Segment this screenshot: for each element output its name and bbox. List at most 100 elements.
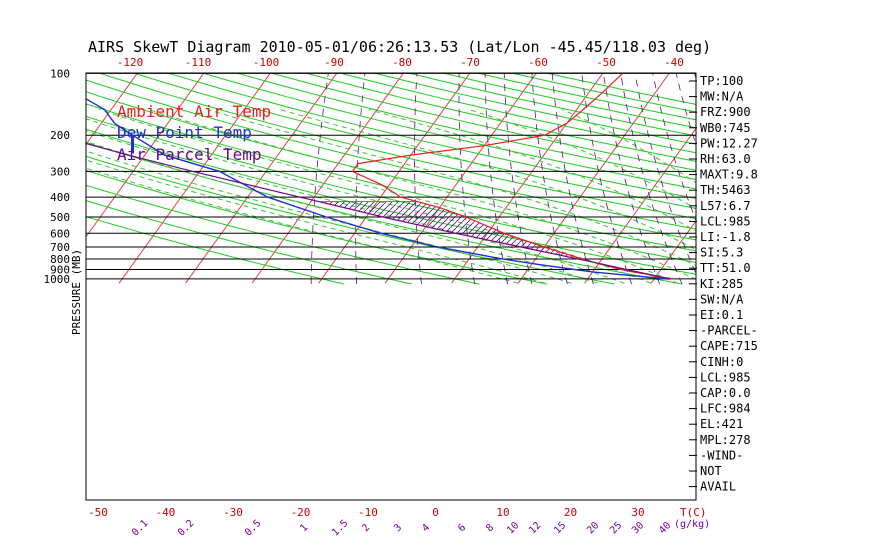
ambient-temp-line xyxy=(351,73,675,280)
pressure-tick-label: 900 xyxy=(50,263,70,276)
stat-item: SI:5.3 xyxy=(700,246,743,260)
dry-adiabat-line xyxy=(303,73,696,162)
isotherm-line xyxy=(384,73,538,284)
legend-dewpoint: Dew Point Temp xyxy=(117,123,252,142)
dry-adiabat-line xyxy=(269,73,696,171)
dry-adiabat-line xyxy=(543,73,696,105)
mixing-ratio-tick-label: 12 xyxy=(527,520,543,536)
stat-item: LI:-1.8 xyxy=(700,230,751,244)
plot-frame xyxy=(85,72,697,501)
top-temp-tick-label: -120 xyxy=(117,56,144,69)
stat-item: EL:421 xyxy=(700,417,743,431)
dry-adiabat-line xyxy=(86,155,615,285)
dry-adiabat-line xyxy=(200,73,696,190)
bottom-temp-tick-label: 0 xyxy=(432,506,439,519)
dry-adiabat-line xyxy=(509,73,696,113)
top-temp-tick-label: -80 xyxy=(392,56,412,69)
dry-adiabat-line xyxy=(234,73,696,181)
stat-item: MPL:278 xyxy=(700,433,751,447)
pressure-tick-label: 400 xyxy=(50,191,70,204)
stat-item: CINH:0 xyxy=(700,355,743,369)
stat-item: -PARCEL- xyxy=(700,324,758,338)
bottom-temp-tick-label: 20 xyxy=(564,506,577,519)
isotherm-line xyxy=(851,64,870,283)
chart-title: AIRS SkewT Diagram 2010-05-01/06:26:13.5… xyxy=(88,38,711,56)
dry-adiabat-line xyxy=(97,73,696,220)
bottom-temp-tick-label: 10 xyxy=(496,506,509,519)
mixing-ratio-line xyxy=(414,73,422,285)
stat-item: EI:0.1 xyxy=(700,308,743,322)
pressure-tick-label: 1000 xyxy=(44,273,71,286)
mixing-ratio-tick-label: 10 xyxy=(505,520,521,536)
stat-item: PW:12.27 xyxy=(700,136,758,150)
isotherm-line xyxy=(251,73,405,284)
top-temp-tick-label: -110 xyxy=(185,56,212,69)
mixing-ratio-tick-label: 1.5 xyxy=(330,518,351,539)
bottom-temp-tick-label: 30 xyxy=(631,506,644,519)
mixing-ratio-tick-label: 25 xyxy=(608,520,624,536)
mixing-ratio-tick-label: 0.1 xyxy=(130,518,151,539)
bottom-temp-tick-label: -50 xyxy=(88,506,108,519)
stat-item: CAP:0.0 xyxy=(700,386,751,400)
stat-item: L57:6.7 xyxy=(700,199,751,213)
mixing-ratio-unit: (g/kg) xyxy=(674,519,710,530)
legend-ambient: Ambient Air Temp xyxy=(117,102,271,121)
stat-item: CAPE:715 xyxy=(700,339,758,353)
top-temperature-tick-labels: -120 -110 -100 -90 -80 -70 -60 -50 -40 xyxy=(117,56,684,69)
mixing-ratio-tick-label: 40 xyxy=(657,520,673,536)
bottom-temp-tick-label: -30 xyxy=(223,506,243,519)
mixing-ratio-tick-label: 3 xyxy=(392,522,404,534)
pressure-tick-label: 600 xyxy=(50,227,70,240)
stat-item: TP:100 xyxy=(700,74,743,88)
stat-item: MW:N/A xyxy=(700,90,744,104)
stat-item: LCL:985 xyxy=(700,370,751,384)
top-temp-tick-label: -90 xyxy=(324,56,344,69)
parcel-temp-line xyxy=(86,142,671,280)
isobar-grid xyxy=(86,72,696,280)
stat-item: -WIND- xyxy=(700,448,743,462)
stat-item: FRZ:900 xyxy=(700,105,751,119)
mixing-ratio-tick-label: 1 xyxy=(298,522,310,534)
bottom-temp-tick-label: -40 xyxy=(156,506,176,519)
stat-item: SW:N/A xyxy=(700,292,744,306)
dry-adiabat-line xyxy=(86,115,696,263)
mixing-ratio-tick-label: 6 xyxy=(456,522,468,534)
bottom-temp-tick-label: -20 xyxy=(291,506,311,519)
stat-item: RH:63.0 xyxy=(700,152,751,166)
pressure-tick-label: 200 xyxy=(50,129,70,142)
mixing-ratio-tick-label: 2 xyxy=(360,522,372,534)
top-temp-tick-label: -70 xyxy=(460,56,480,69)
y-axis-label: PRESSURE (MB) xyxy=(70,249,83,335)
dry-adiabat-line xyxy=(475,73,696,121)
mixing-ratio-tick-label: 0.2 xyxy=(176,518,197,539)
stat-item: AVAIL xyxy=(700,480,736,494)
top-temp-tick-label: -100 xyxy=(253,56,280,69)
mixing-ratio-tick-label: 15 xyxy=(552,520,568,536)
stat-item: TT:51.0 xyxy=(700,261,751,275)
bottom-temperature-tick-labels: -50 -40 -30 -20 -10 0 10 20 30 xyxy=(88,506,645,519)
isotherm-line xyxy=(185,73,338,284)
mixing-ratio-line xyxy=(652,73,696,222)
dry-adiabat-line xyxy=(372,73,696,145)
dewpoint-temp-line xyxy=(86,98,668,280)
top-temp-tick-label: -50 xyxy=(596,56,616,69)
stat-item: TH:5463 xyxy=(700,183,751,197)
isotherm-line xyxy=(0,64,11,283)
top-temp-tick-label: -40 xyxy=(664,56,684,69)
mixing-ratio-tick-label: 20 xyxy=(585,520,601,536)
mixing-ratio-tick-label: 30 xyxy=(630,520,646,536)
mixing-ratio-tick-labels: 0.1 0.2 0.5 1 1.5 2 3 4 6 8 10 12 15 20 25 30 40 xyxy=(130,518,673,539)
stat-item: NOT xyxy=(700,464,722,478)
dry-adiabat-line xyxy=(131,73,696,209)
sounding-series xyxy=(86,73,675,280)
isotherm-line xyxy=(86,73,139,146)
mixing-ratio-tick-label: 0.5 xyxy=(243,518,264,539)
isotherm-line xyxy=(784,64,870,283)
top-temp-tick-label: -60 xyxy=(528,56,548,69)
dry-adiabat-line xyxy=(86,79,696,230)
stat-item: LFC:984 xyxy=(700,402,751,416)
stat-item: LCL:985 xyxy=(700,214,751,228)
mixing-ratio-tick-label: 8 xyxy=(484,522,496,534)
